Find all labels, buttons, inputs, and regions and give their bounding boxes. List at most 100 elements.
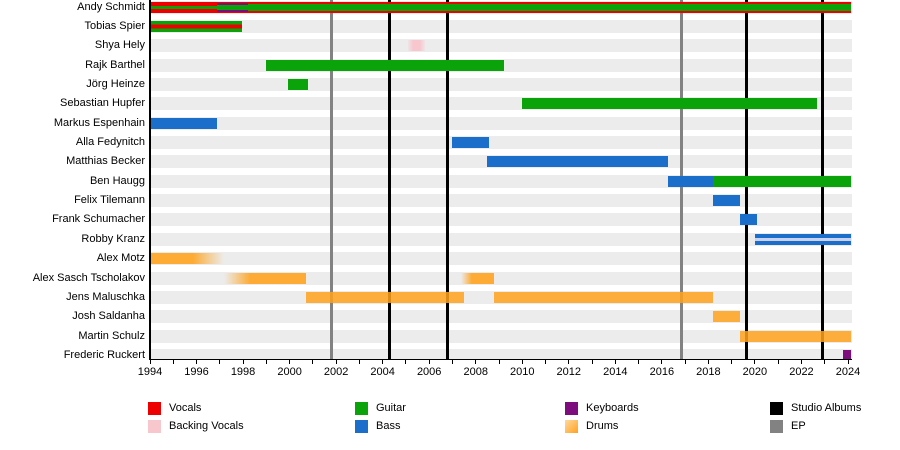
chart-legend: Vocals Backing Vocals Guitar Bass Keyboards D…: [0, 394, 900, 450]
row-band: [150, 116, 852, 130]
member-bar: [460, 272, 495, 284]
axis-tick: [824, 359, 826, 364]
axis-tick: [800, 359, 802, 364]
legend-swatch-guitar: [355, 402, 368, 415]
axis-tick-label: 2022: [789, 366, 814, 378]
member-bar: [266, 59, 504, 71]
legend-label-ep: EP: [791, 420, 806, 432]
axis-tick: [661, 359, 663, 364]
axis-tick-label: 2004: [370, 366, 395, 378]
axis-tick: [289, 359, 291, 364]
row-band: [150, 252, 852, 266]
legend-swatch-studio_album: [770, 402, 783, 415]
axis-tick: [475, 359, 477, 364]
row-band: [150, 39, 852, 53]
axis-tick-label: 2020: [742, 366, 768, 378]
legend-label-guitar: Guitar: [376, 402, 406, 414]
ep-line: [329, 0, 333, 359]
axis-tick: [707, 359, 709, 364]
member-bar: [247, 1, 852, 13]
member-label: Alex Sasch Tscholakov: [32, 271, 145, 284]
member-bar: [494, 291, 714, 303]
row-band: [150, 232, 852, 246]
y-axis-line: [149, 0, 151, 360]
axis-tick: [242, 359, 244, 364]
axis-tick: [614, 359, 616, 364]
axis-tick: [172, 359, 174, 364]
member-bar: [150, 1, 218, 13]
axis-tick: [731, 359, 733, 364]
axis-tick-label: 2018: [696, 366, 721, 378]
member-label: Josh Saldanha: [72, 310, 145, 323]
member-label: Robby Kranz: [81, 232, 145, 245]
member-bar: [217, 1, 248, 13]
axis-tick-label: 1994: [137, 366, 163, 378]
x-axis-line: [149, 358, 852, 360]
member-bar: [150, 253, 225, 265]
row-band: [150, 77, 852, 91]
axis-tick: [358, 359, 360, 364]
studio-album-line: [446, 0, 450, 359]
axis-tick-label: 1996: [184, 366, 209, 378]
legend-swatch-ep: [770, 420, 783, 433]
member-label: Tobias Spier: [84, 19, 145, 32]
member-label: Jörg Heinze: [86, 77, 145, 90]
member-label: Frederic Ruckert: [63, 348, 145, 360]
member-bar: [739, 214, 758, 226]
axis-tick-label: 2006: [416, 366, 442, 378]
row-band: [150, 213, 852, 227]
axis-tick: [777, 359, 779, 364]
row-band: [150, 329, 852, 343]
member-label: Matthias Becker: [66, 155, 145, 168]
member-bar: [713, 195, 740, 207]
axis-tick: [754, 359, 756, 364]
row-band: [150, 136, 852, 150]
axis-tick: [638, 359, 640, 364]
axis-tick: [149, 359, 151, 364]
member-bar: [713, 311, 740, 323]
member-bar: [288, 78, 309, 90]
member-bar: [843, 349, 852, 360]
axis-tick: [219, 359, 221, 364]
axis-tick: [451, 359, 453, 364]
axis-tick: [521, 359, 523, 364]
member-bar: [739, 330, 852, 342]
axis-tick-label: 2012: [556, 366, 582, 378]
member-label: Sebastian Hupfer: [60, 97, 145, 110]
axis-tick: [382, 359, 384, 364]
member-label: Frank Schumacher: [52, 213, 145, 226]
member-bar: [452, 137, 489, 149]
axis-tick-label: 2008: [463, 366, 488, 378]
member-bar: [151, 20, 242, 32]
legend-label-bass: Bass: [376, 420, 401, 432]
legend-swatch-bass: [355, 420, 368, 433]
axis-tick: [405, 359, 407, 364]
member-bar: [408, 40, 425, 52]
member-label: Andy Schmidt: [77, 0, 145, 13]
axis-tick-label: 2016: [649, 366, 675, 378]
member-label: Alex Motz: [96, 252, 145, 265]
member-label: Shya Hely: [94, 39, 145, 52]
member-bar: [713, 175, 852, 187]
axis-tick: [545, 359, 547, 364]
axis-tick: [428, 359, 430, 364]
member-bar: [754, 233, 852, 245]
axis-tick-label: 2024: [835, 366, 861, 378]
legend-swatch-vocals: [148, 402, 161, 415]
legend-swatch-keyboards: [565, 402, 578, 415]
axis-tick: [684, 359, 686, 364]
axis-tick: [847, 359, 849, 364]
row-band: [150, 271, 852, 285]
timeline-plot-area: Andy Schmidt Tobias Spier Shya Hely Rajk Ba…: [32, 0, 852, 360]
member-bar: [487, 156, 668, 168]
row-band: [150, 348, 852, 360]
legend-label-studio_album: Studio Albums: [791, 402, 862, 414]
member-bar: [151, 117, 218, 129]
legend-swatch-backing_vocals: [148, 420, 161, 433]
row-band: [150, 194, 852, 208]
legend-label-drums: Drums: [586, 420, 619, 432]
member-bar: [305, 291, 465, 303]
axis-tick-label: 2014: [603, 366, 628, 378]
axis-tick: [265, 359, 267, 364]
member-label: Ben Haugg: [89, 174, 145, 187]
